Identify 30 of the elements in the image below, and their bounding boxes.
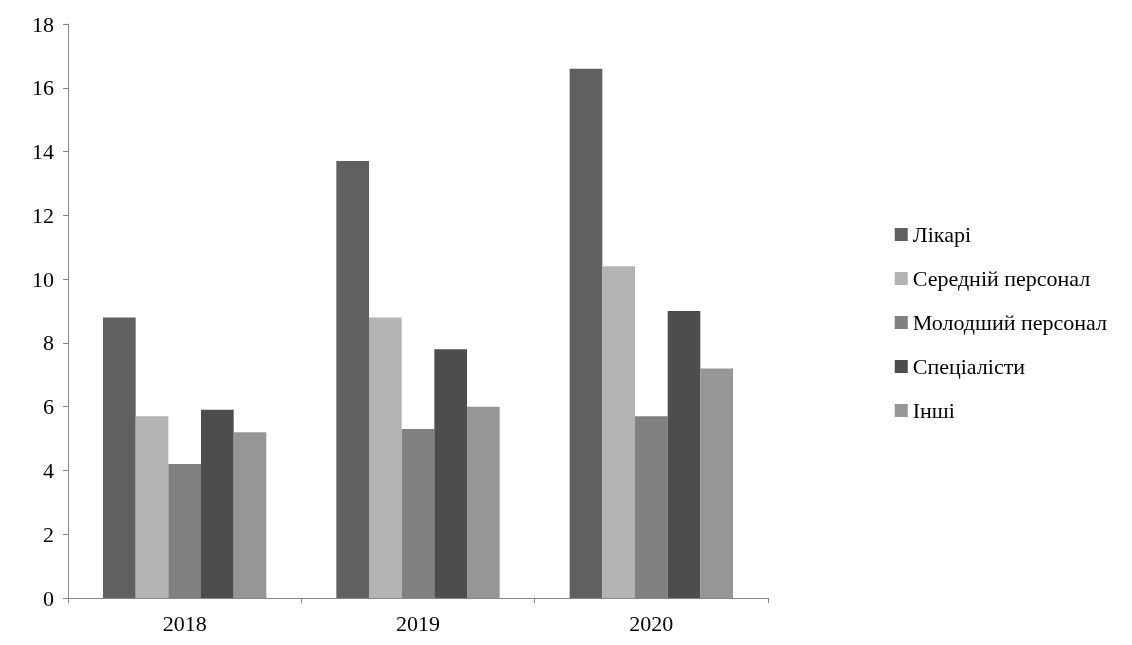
- y-tick-label: 18: [32, 11, 54, 37]
- bar: [467, 406, 500, 598]
- y-tick-label: 2: [43, 521, 54, 547]
- y-tick-label: 16: [32, 75, 54, 101]
- bar: [569, 68, 603, 598]
- legend-label: Лікарі: [912, 222, 971, 247]
- bar: [233, 432, 267, 598]
- bar: [434, 349, 467, 598]
- bar: [201, 409, 234, 598]
- x-tick-label: 2020: [629, 610, 674, 636]
- legend-label: Середній персонал: [912, 266, 1091, 291]
- bar: [700, 368, 733, 598]
- bar: [667, 311, 701, 598]
- bar: [135, 416, 169, 598]
- bar: [336, 161, 369, 598]
- x-tick-label: 2018: [162, 610, 207, 636]
- bar: [369, 317, 402, 598]
- legend-label: Інші: [912, 398, 955, 423]
- y-tick-label: 12: [32, 202, 54, 228]
- y-tick-label: 0: [43, 585, 54, 611]
- legend-label: Молодший персонал: [912, 310, 1108, 335]
- x-tick-label: 2019: [396, 610, 440, 636]
- y-tick-label: 14: [32, 139, 54, 165]
- y-tick-label: 4: [43, 457, 54, 483]
- y-tick-label: 6: [43, 394, 54, 420]
- bar: [103, 317, 136, 598]
- bar: [602, 266, 635, 598]
- y-tick-label: 8: [43, 330, 54, 356]
- legend-label: Спеціалісти: [912, 354, 1026, 379]
- y-tick-label: 10: [32, 266, 54, 292]
